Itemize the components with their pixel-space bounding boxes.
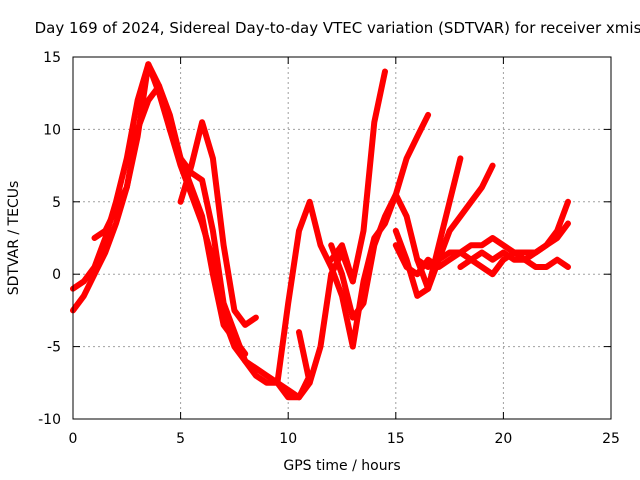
x-tick-label: 25 [602, 431, 620, 447]
series-track-6 [328, 162, 496, 321]
series-track-7 [328, 68, 388, 285]
x-axis-label: GPS time / hours [283, 458, 400, 474]
grid [73, 57, 611, 419]
axis-ticks: 0 5 10 15 20 25 -10 -5 0 5 10 15 [38, 50, 620, 447]
y-tick-label: -10 [38, 412, 61, 428]
series-track-5 [274, 111, 432, 386]
series-track-4 [177, 119, 259, 328]
series-track-12 [296, 249, 356, 386]
data-series [70, 61, 571, 401]
plot-frame [72, 56, 612, 420]
series-track-10 [414, 249, 571, 278]
y-tick-label: -5 [47, 340, 61, 356]
series-track-11 [457, 198, 571, 270]
x-tick-label: 0 [69, 431, 78, 447]
series-track-3 [91, 83, 313, 401]
y-tick-label: 5 [52, 195, 61, 211]
x-tick-label: 15 [387, 431, 405, 447]
y-axis-label: SDTVAR / TECUs [6, 181, 22, 296]
y-tick-label: 10 [43, 122, 61, 138]
y-tick-label: 0 [52, 267, 61, 283]
series-track-8 [392, 155, 464, 299]
x-tick-label: 20 [494, 431, 512, 447]
x-tick-label: 10 [279, 431, 297, 447]
chart-title: Day 169 of 2024, Sidereal Day-to-day VTE… [35, 19, 640, 37]
y-tick-label: 15 [43, 50, 61, 66]
x-tick-label: 5 [176, 431, 185, 447]
